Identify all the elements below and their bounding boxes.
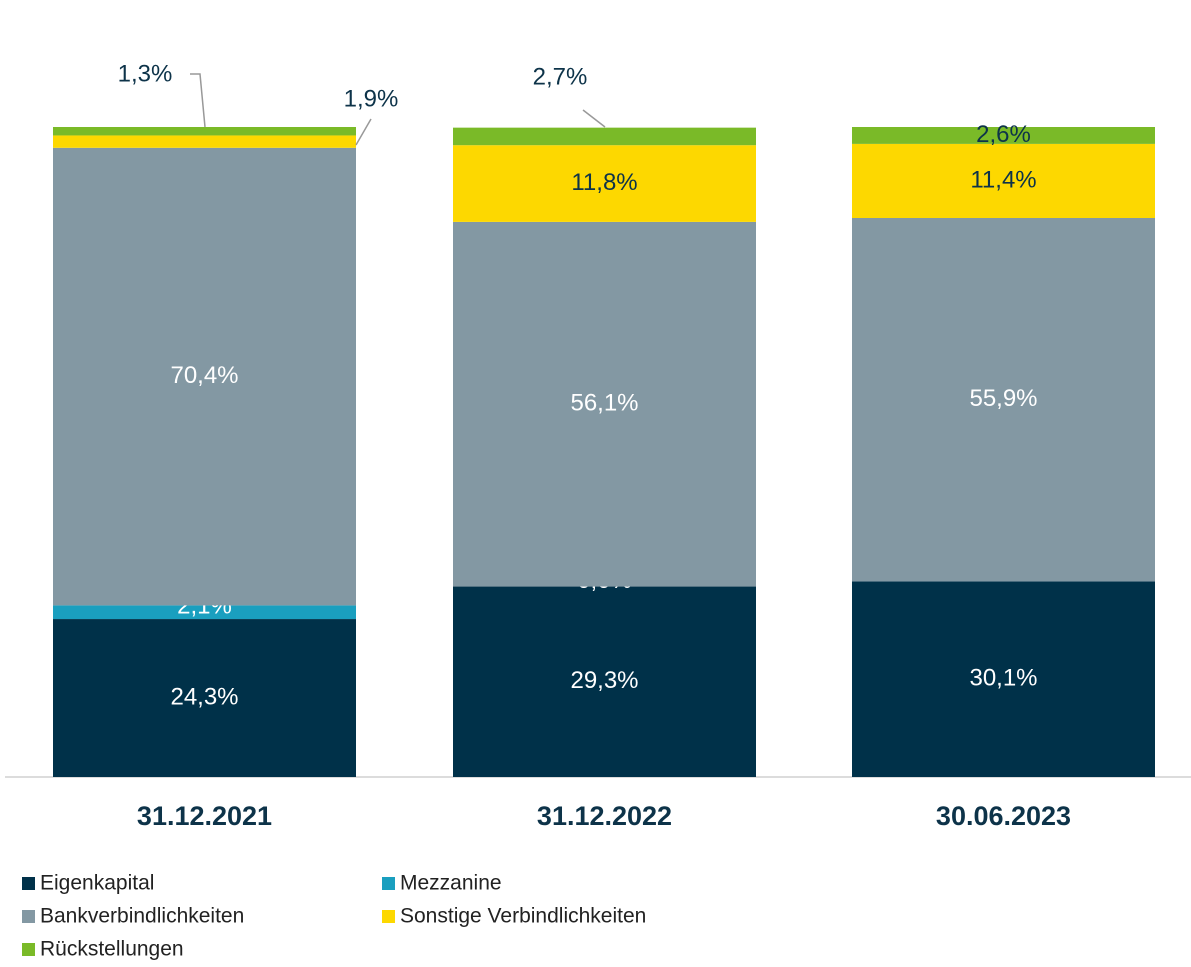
data-label: 55,9% (969, 385, 1037, 412)
data-label: 30,1% (969, 665, 1037, 692)
bar-segment (852, 581, 1155, 777)
bar-segment (453, 145, 756, 222)
data-label: 70,4% (170, 362, 238, 389)
data-label: 2,7% (533, 63, 588, 90)
bar-segment (53, 619, 356, 777)
data-label: 11,8% (571, 169, 637, 196)
data-label: 29,3% (570, 667, 638, 694)
bar-segment (453, 586, 756, 777)
legend-label: Bankverbindlichkeiten (40, 905, 244, 928)
legend-swatch (22, 877, 35, 890)
data-label: 1,3% (118, 60, 173, 87)
bar-segment (453, 221, 756, 587)
legend-label: Eigenkapital (40, 872, 154, 895)
data-label: 11,4% (970, 166, 1036, 193)
legend-swatch (22, 943, 35, 956)
legend-label: Mezzanine (400, 872, 502, 895)
leader-line (355, 118, 372, 146)
x-tick-label: 31.12.2022 (537, 801, 672, 831)
bar-segment (852, 127, 1155, 144)
legend-swatch (22, 910, 35, 923)
bar-segment (852, 143, 1155, 218)
legend-swatch (382, 877, 395, 890)
data-label: 56,1% (570, 390, 638, 417)
bar-segment (53, 135, 356, 148)
data-label: 1,9% (344, 85, 399, 112)
x-tick-label: 31.12.2021 (137, 801, 272, 831)
data-label: 24,3% (170, 683, 238, 710)
bar-segment (453, 127, 756, 146)
data-label: 2,6% (976, 121, 1031, 148)
legend-label: Rückstellungen (40, 938, 184, 961)
legend-label: Sonstige Verbindlichkeiten (400, 905, 646, 928)
bar-segment (852, 218, 1155, 582)
bar-segment (53, 605, 356, 620)
x-tick-label: 30.06.2023 (936, 801, 1071, 831)
leader-line (582, 109, 606, 128)
bar-segment (53, 127, 356, 136)
bar-segment (53, 147, 356, 606)
legend-swatch (382, 910, 395, 923)
leader-line (190, 73, 206, 128)
